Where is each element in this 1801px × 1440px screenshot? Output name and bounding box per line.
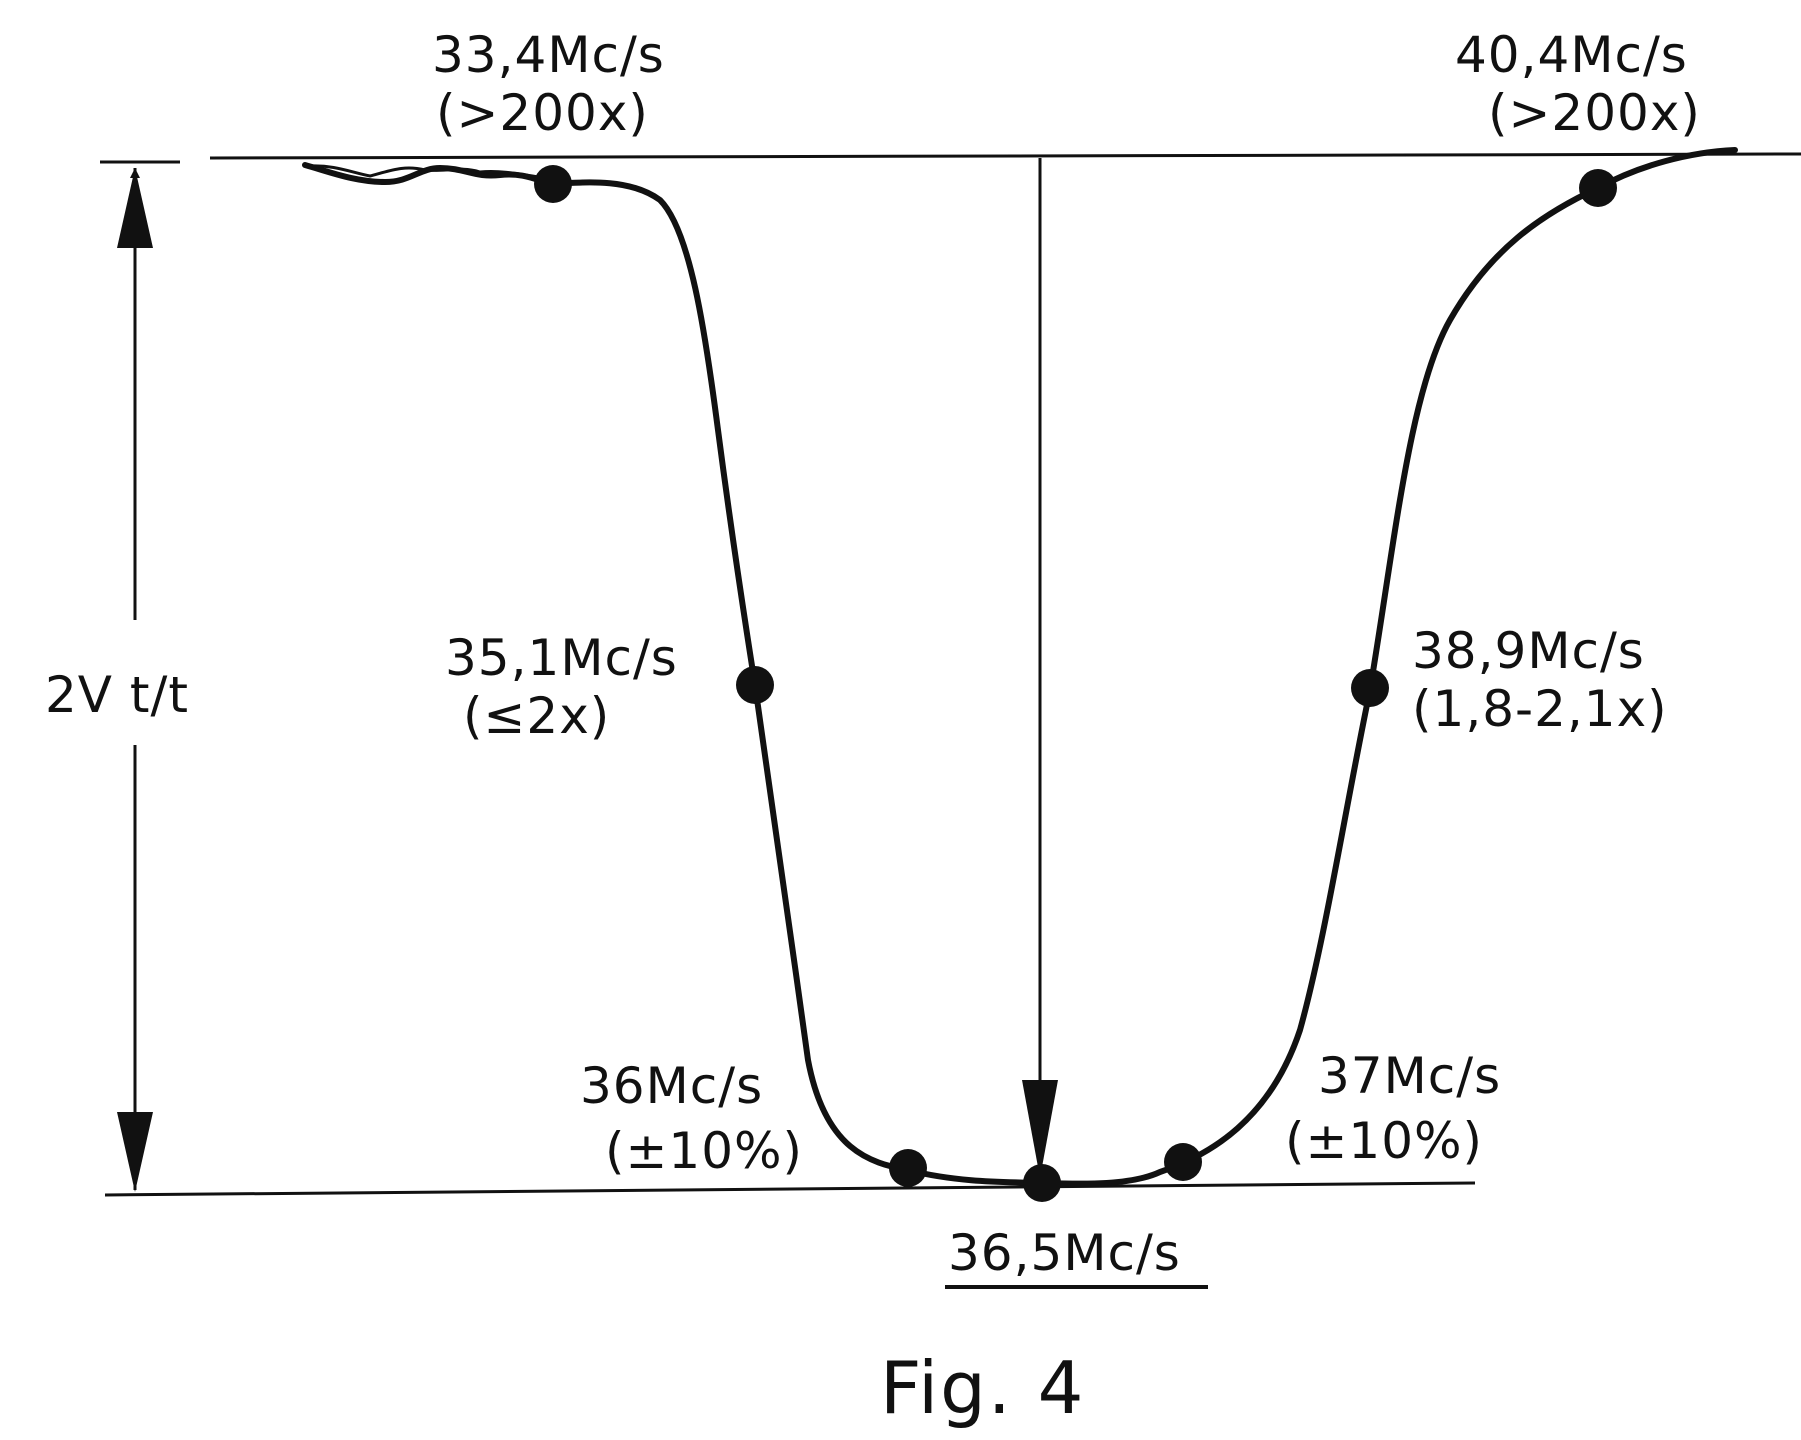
amplitude-arrowhead-up [117,168,153,248]
center-frequency-arrowhead [1022,1080,1058,1178]
figure-caption: Fig. 4 [880,1346,1085,1430]
label-35-1-attenuation: (≤2x) [463,687,610,745]
amplitude-label: 2V t/t [45,666,189,724]
top-reference-line [209,152,1801,160]
label-40-4-frequency: 40,4Mc/s [1455,26,1688,84]
point-38-9 [1351,669,1389,707]
label-33-4-frequency: 33,4Mc/s [432,26,665,84]
label-38-9-frequency: 38,9Mc/s [1412,622,1645,680]
label-33-4-attenuation: (>200x) [436,84,649,142]
point-36 [889,1149,927,1187]
label-36-frequency: 36Mc/s [580,1057,763,1115]
point-33-4 [534,165,572,203]
point-37 [1164,1143,1202,1181]
label-38-9-attenuation: (1,8-2,1x) [1412,680,1668,738]
bottom-reference-line [104,1181,1476,1197]
point-35-1 [736,666,774,704]
amplitude-arrowhead-down [117,1112,153,1192]
label-37-attenuation: (±10%) [1285,1112,1483,1170]
point-40-4 [1579,169,1617,207]
label-36-attenuation: (±10%) [605,1122,803,1180]
label-36-5-frequency: 36,5Mc/s [948,1224,1181,1282]
point-36-5 [1023,1164,1061,1202]
response-curve-ripple [309,164,546,180]
label-37-frequency: 37Mc/s [1318,1047,1501,1105]
label-35-1-frequency: 35,1Mc/s [445,629,678,687]
label-40-4-attenuation: (>200x) [1488,84,1701,142]
